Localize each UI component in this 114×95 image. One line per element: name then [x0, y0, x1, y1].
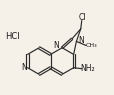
Text: N: N	[77, 36, 83, 45]
Text: CH₃: CH₃	[85, 43, 96, 48]
Text: Cl: Cl	[78, 13, 85, 22]
Text: NH₂: NH₂	[79, 64, 94, 73]
Text: N: N	[21, 63, 27, 72]
Text: N: N	[53, 41, 59, 50]
Text: HCl: HCl	[5, 32, 20, 41]
